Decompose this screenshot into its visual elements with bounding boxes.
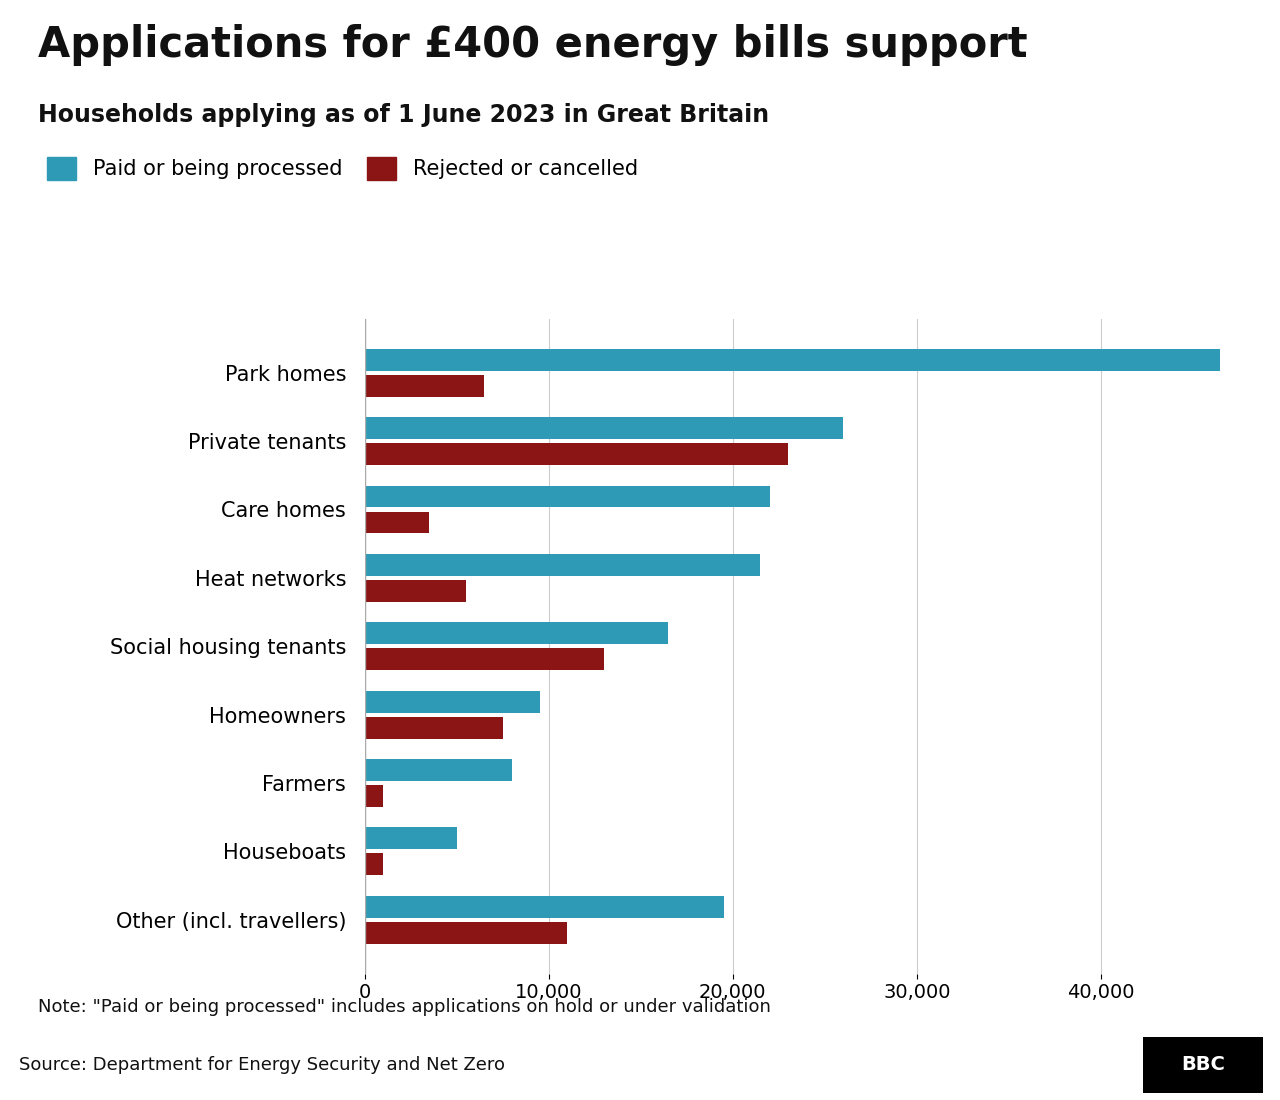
Bar xyxy=(365,417,844,439)
Legend: Paid or being processed, Rejected or cancelled: Paid or being processed, Rejected or can… xyxy=(38,148,646,188)
Bar xyxy=(365,512,429,534)
Bar xyxy=(365,717,503,738)
Bar xyxy=(365,827,457,849)
Bar xyxy=(365,623,668,645)
Text: Source: Department for Energy Security and Net Zero: Source: Department for Energy Security a… xyxy=(19,1056,506,1074)
Bar xyxy=(365,895,723,917)
Bar xyxy=(365,580,466,602)
Bar xyxy=(365,854,383,876)
Text: Note: "Paid or being processed" includes applications on hold or under validatio: Note: "Paid or being processed" includes… xyxy=(38,998,772,1015)
Text: BBC: BBC xyxy=(1181,1055,1225,1075)
Bar xyxy=(365,443,788,465)
FancyBboxPatch shape xyxy=(1143,1036,1263,1093)
Text: Households applying as of 1 June 2023 in Great Britain: Households applying as of 1 June 2023 in… xyxy=(38,103,769,128)
Bar xyxy=(365,922,567,944)
Text: Applications for £400 energy bills support: Applications for £400 energy bills suppo… xyxy=(38,24,1028,66)
Bar xyxy=(365,554,760,575)
Bar xyxy=(365,375,484,397)
Bar xyxy=(365,691,540,713)
Bar xyxy=(365,349,1220,371)
Bar xyxy=(365,485,769,507)
Bar xyxy=(365,785,383,807)
Bar xyxy=(365,759,512,781)
Bar xyxy=(365,648,604,670)
